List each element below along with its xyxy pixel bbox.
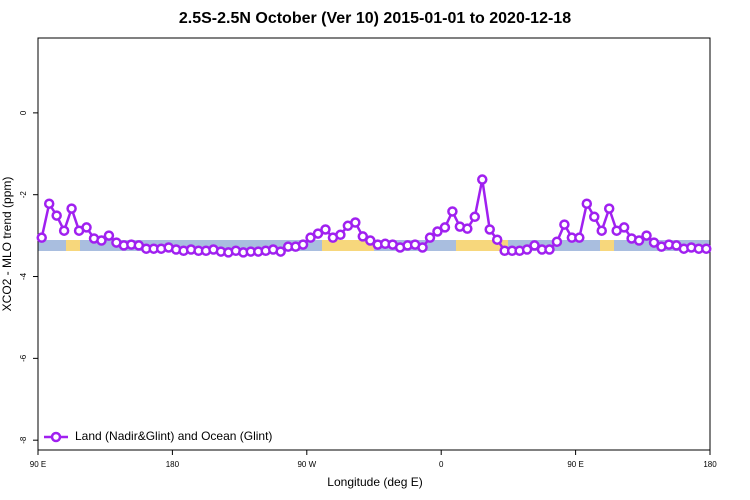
data-point: [43, 198, 55, 209]
data-point: [581, 198, 593, 209]
data-point: [521, 244, 533, 255]
data-point: [297, 239, 309, 250]
data-point: [551, 236, 563, 247]
data-point: [365, 235, 376, 246]
data-point: [574, 232, 585, 243]
data-point: [58, 225, 70, 236]
data-point: [335, 229, 346, 241]
data-point: [641, 230, 652, 241]
data-point: [491, 234, 503, 245]
x-tick-label: 90 E: [567, 460, 583, 469]
x-tick-label: 90 W: [297, 460, 316, 469]
chart-title: 2.5S-2.5N October (Ver 10) 2015-01-01 to…: [179, 10, 571, 27]
plot-frame: [37, 37, 711, 451]
data-point: [439, 222, 451, 233]
x-axis-label: Longitude (deg E): [327, 475, 422, 489]
data-point: [424, 232, 436, 243]
y-tick-label: -8: [19, 436, 28, 444]
legend-label: Land (Nadir&Glint) and Ocean (Glint): [75, 429, 272, 443]
data-point: [618, 222, 630, 233]
data-point: [469, 211, 481, 223]
y-tick-label: -4: [19, 272, 28, 280]
data-point: [36, 232, 47, 243]
data-point: [559, 219, 570, 230]
legend-marker: [50, 431, 62, 443]
y-tick-label: 0: [19, 110, 28, 115]
data-point: [103, 230, 115, 241]
data-point: [275, 246, 286, 257]
data-point: [544, 244, 555, 255]
data-point: [633, 235, 645, 246]
x-tick-label: 180: [703, 460, 717, 469]
data-point: [447, 206, 458, 217]
data-point: [417, 242, 428, 253]
data-point: [603, 203, 615, 214]
y-tick-label: -2: [19, 191, 28, 199]
data-point: [701, 243, 712, 254]
data-point: [96, 235, 107, 246]
data-point: [357, 231, 369, 242]
y-axis-label: XCO2 - MLO trend (ppm): [0, 177, 14, 312]
data-point: [350, 217, 361, 228]
data-point: [484, 224, 495, 235]
data-point: [648, 237, 660, 248]
data-point: [462, 223, 473, 234]
data-point: [596, 225, 607, 236]
data-point: [529, 240, 540, 251]
data-point: [320, 224, 331, 235]
y-tick-label: -6: [19, 354, 28, 362]
data-point: [305, 232, 316, 243]
data-point: [66, 203, 77, 214]
data-point: [51, 210, 62, 221]
data-point: [81, 222, 92, 233]
data-point: [312, 228, 324, 239]
data-point: [432, 226, 443, 237]
data-point: [477, 174, 488, 185]
data-point: [589, 211, 600, 223]
x-tick-label: 90 E: [30, 460, 46, 469]
x-tick-label: 180: [166, 460, 180, 469]
x-tick-label: 0: [439, 460, 444, 469]
